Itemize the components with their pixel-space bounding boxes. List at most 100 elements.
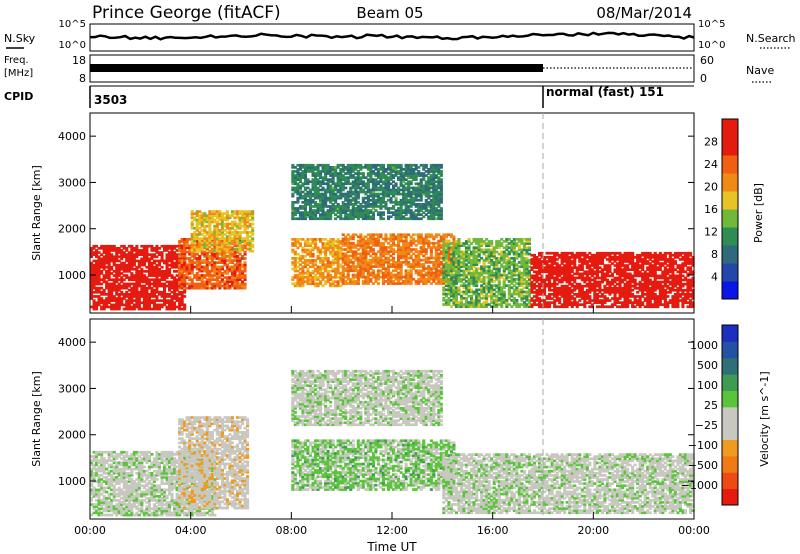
- heatmap-cell: [147, 267, 151, 271]
- heatmap-cell: [137, 282, 141, 286]
- heatmap-cell: [381, 246, 385, 249]
- heatmap-cell: [203, 226, 207, 230]
- heatmap-cell: [364, 239, 368, 243]
- heatmap-cell: [334, 252, 338, 256]
- heatmap-cell: [165, 270, 169, 273]
- heatmap-cell: [376, 273, 380, 277]
- heatmap-cell: [303, 261, 307, 264]
- heatmap-cell: [321, 263, 325, 267]
- heatmap-cell: [329, 265, 333, 269]
- heatmap-cell: [213, 265, 217, 269]
- heatmap-cell: [135, 267, 139, 271]
- heatmap-cell: [125, 267, 129, 271]
- heatmap-cell: [213, 249, 217, 253]
- heatmap-cell: [225, 263, 229, 267]
- heatmap-cell: [376, 277, 380, 281]
- heatmap-cell: [361, 275, 365, 279]
- freq-label-line2: [MHz]: [4, 68, 33, 79]
- heatmap-cell: [230, 265, 234, 269]
- heatmap-cell: [392, 269, 396, 273]
- heatmap-cell: [185, 257, 189, 260]
- heatmap-cell: [107, 249, 111, 252]
- heatmap-cell: [293, 284, 297, 288]
- heatmap-cell: [125, 293, 129, 296]
- heatmap-cell: [319, 273, 323, 277]
- heatmap-cell: [160, 282, 164, 286]
- heatmap-cell: [319, 276, 323, 279]
- heatmap-cell: [324, 252, 328, 256]
- heatmap-cell: [392, 235, 396, 239]
- heatmap-cell: [379, 244, 383, 247]
- heatmap-cell: [107, 276, 111, 279]
- heatmap-cell: [92, 305, 96, 309]
- heatmap-cell: [296, 257, 300, 260]
- heatmap-cell: [117, 259, 121, 263]
- heatmap-cell: [188, 278, 192, 281]
- heatmap-cell: [100, 272, 104, 275]
- heatmap-cell: [346, 237, 350, 241]
- heatmap-cell: [241, 212, 245, 215]
- heatmap-cell: [248, 218, 252, 222]
- heatmap-cell: [173, 307, 177, 311]
- heatmap-cell: [205, 269, 209, 273]
- heatmap-cell: [132, 267, 136, 271]
- heatmap-cell: [163, 272, 167, 275]
- heatmap-cell: [142, 290, 146, 294]
- heatmap-cell: [200, 240, 204, 243]
- heatmap-cell: [371, 250, 375, 253]
- heatmap-cell: [251, 245, 255, 249]
- heatmap-cell: [233, 224, 237, 228]
- heatmap-cell: [117, 295, 121, 298]
- heatmap-cell: [168, 257, 172, 261]
- heatmap-cell: [178, 242, 182, 245]
- heatmap-cell: [324, 242, 328, 245]
- heatmap-cell: [183, 276, 187, 279]
- heatmap-cell: [117, 282, 121, 286]
- heatmap-cell: [356, 241, 360, 245]
- heatmap-cell: [236, 274, 240, 277]
- heatmap-cell: [127, 261, 131, 265]
- heatmap-cell: [175, 288, 179, 292]
- heatmap-cell: [125, 301, 129, 305]
- heatmap-cell: [359, 244, 363, 247]
- heatmap-cell: [140, 267, 144, 271]
- heatmap-cell: [152, 307, 156, 311]
- heatmap-cell: [334, 280, 338, 283]
- heatmap-cell: [120, 272, 124, 275]
- heatmap-cell: [102, 261, 106, 265]
- heatmap-cell: [180, 259, 184, 262]
- heatmap-cell: [354, 254, 358, 258]
- heatmap-cell: [366, 263, 370, 266]
- heatmap-cell: [213, 239, 217, 243]
- heatmap-cell: [100, 265, 104, 269]
- heatmap-cell: [210, 240, 214, 243]
- heatmap-cell: [311, 259, 315, 262]
- heatmap-cell: [346, 273, 350, 277]
- heatmap-cell: [308, 282, 312, 286]
- heatmap-cell: [102, 259, 106, 263]
- heatmap-cell: [110, 297, 114, 300]
- heatmap-cell: [90, 286, 94, 290]
- heatmap-cell: [369, 248, 373, 251]
- nsearch-label: N.Search: [746, 32, 796, 45]
- heatmap-cell: [326, 273, 330, 277]
- heatmap-cell: [351, 235, 355, 239]
- heatmap-cell: [152, 267, 156, 271]
- heatmap-cell: [137, 263, 141, 267]
- heatmap-cell: [213, 252, 217, 256]
- heatmap-cell: [364, 258, 368, 262]
- heatmap-cell: [331, 269, 335, 273]
- heatmap-cell: [200, 233, 204, 236]
- heatmap-cell: [163, 247, 167, 250]
- heatmap-cell: [387, 273, 391, 277]
- heatmap-cell: [296, 252, 300, 256]
- heatmap-cell: [200, 284, 204, 288]
- heatmap-cell: [92, 295, 96, 298]
- heatmap-cell: [228, 257, 232, 260]
- heatmap-cell: [223, 272, 227, 275]
- heatmap-cell: [147, 305, 151, 309]
- heatmap-cell: [145, 305, 149, 309]
- heatmap-cell: [233, 216, 237, 220]
- heatmap-cell: [90, 278, 94, 282]
- heatmap-cell: [190, 220, 194, 224]
